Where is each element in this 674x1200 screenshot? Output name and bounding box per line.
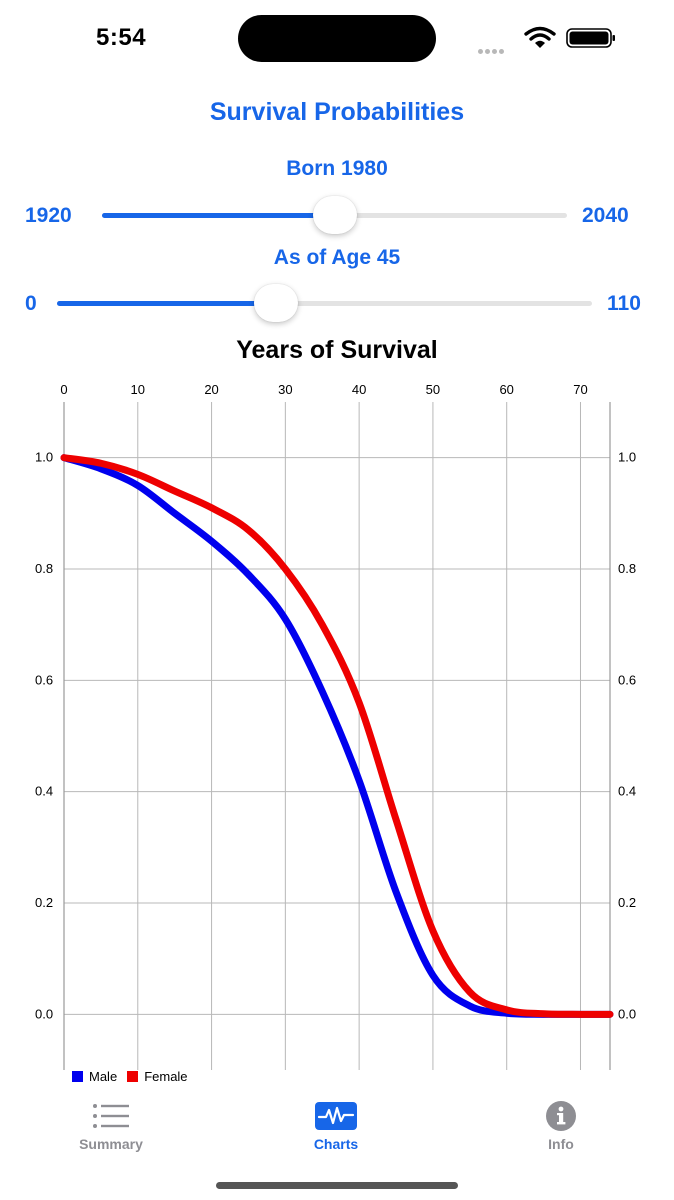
age-slider-thumb[interactable] — [253, 284, 298, 322]
y-tick-label-right: 0.4 — [618, 784, 636, 799]
x-tick-label: 70 — [573, 382, 587, 397]
y-tick-label-right: 0.6 — [618, 672, 636, 687]
x-tick-label: 40 — [352, 382, 366, 397]
page-title: Survival Probabilities — [209, 98, 465, 126]
legend-female-label: Female — [144, 1069, 188, 1084]
y-tick-label-left: 0.0 — [35, 1006, 53, 1021]
survival-chart: 0 10 20 30 40 50 60 70 0.0 0.0 0.2 0.2 0.4 0.4 0.6 0.6 0… — [35, 382, 636, 1070]
y-tick-label-right: 0.0 — [618, 1006, 636, 1021]
x-tick-label: 60 — [499, 382, 513, 397]
tab-summary[interactable]: Summary — [46, 1100, 176, 1152]
tab-info[interactable]: Info — [496, 1100, 626, 1152]
age-label: As of Age 45 — [273, 246, 401, 269]
born-slider-thumb[interactable] — [312, 196, 357, 234]
legend-male-swatch — [72, 1071, 83, 1082]
waveform-icon — [315, 1102, 357, 1130]
tab-info-label: Info — [548, 1136, 574, 1152]
y-tick-label-left: 0.6 — [35, 672, 53, 687]
born-slider-min-label: 1920 — [25, 204, 72, 227]
series-line-male — [60, 454, 614, 1018]
age-slider-max-label: 110 — [607, 292, 641, 315]
born-slider-max-label: 2040 — [582, 204, 629, 227]
cellular-signal-icon — [478, 41, 506, 59]
x-tick-label: 10 — [131, 382, 145, 397]
info-icon — [546, 1101, 576, 1131]
y-tick-label-right: 0.8 — [618, 561, 636, 576]
y-tick-label-left: 0.4 — [35, 784, 53, 799]
age-slider-min-label: 0 — [25, 292, 37, 315]
chart-title: Years of Survival — [236, 336, 438, 364]
y-tick-label-left: 1.0 — [35, 450, 53, 465]
born-slider-fill — [102, 213, 335, 218]
y-tick-label-right: 0.2 — [618, 895, 636, 910]
dynamic-island — [238, 15, 436, 62]
chart-legend: Male Female — [72, 1069, 188, 1084]
y-tick-label-left: 0.2 — [35, 895, 53, 910]
series-line-female — [60, 454, 614, 1018]
home-indicator — [216, 1182, 458, 1189]
legend-female-swatch — [127, 1071, 139, 1082]
born-year-label: Born 1980 — [286, 157, 388, 180]
x-tick-label: 0 — [60, 382, 67, 397]
age-slider[interactable] — [57, 301, 592, 306]
x-tick-label: 30 — [278, 382, 292, 397]
age-slider-fill — [57, 301, 276, 306]
x-tick-label: 50 — [426, 382, 440, 397]
tab-charts[interactable]: Charts — [271, 1100, 401, 1152]
legend-male-label: Male — [89, 1069, 118, 1084]
y-tick-label-right: 1.0 — [618, 450, 636, 465]
battery-icon — [566, 28, 615, 48]
tab-charts-label: Charts — [313, 1136, 359, 1152]
x-tick-label: 20 — [204, 382, 218, 397]
tab-summary-label: Summary — [79, 1136, 143, 1152]
list-icon — [93, 1104, 129, 1128]
status-time: 5:54 — [96, 24, 147, 51]
wifi-icon — [524, 26, 556, 48]
y-tick-label-left: 0.8 — [35, 561, 53, 576]
